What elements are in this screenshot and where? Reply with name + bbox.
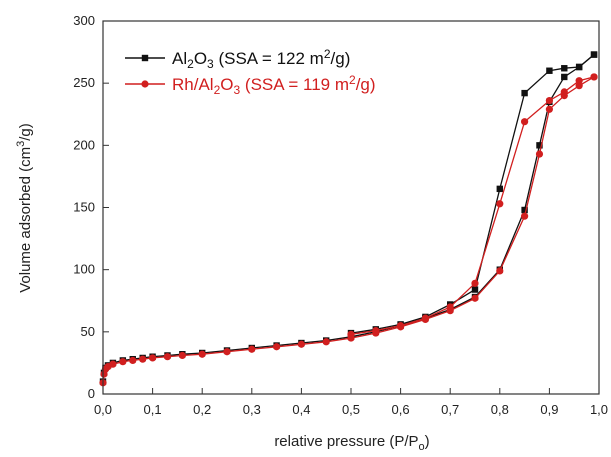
desorption-point xyxy=(590,51,598,58)
adsorption-point xyxy=(471,294,479,302)
legend-marker xyxy=(141,80,149,88)
adsorption-point xyxy=(545,105,554,113)
adsorption-point xyxy=(521,212,529,220)
adsorption-point xyxy=(139,355,147,363)
desorption-point xyxy=(421,314,429,322)
x-tick-label: 0,1 xyxy=(144,402,162,417)
adsorption-point xyxy=(223,348,231,356)
desorption-point xyxy=(545,96,554,105)
adsorption-point xyxy=(109,360,117,368)
legend-label: Al2O3 (SSA = 122 m2/g) xyxy=(172,47,350,71)
y-tick-label: 200 xyxy=(73,137,95,152)
desorption-point xyxy=(397,322,405,330)
adsorption-point xyxy=(273,343,281,351)
x-tick-label: 0,2 xyxy=(193,402,211,417)
adsorption-point xyxy=(496,267,504,275)
adsorption-point xyxy=(198,350,206,358)
adsorption-point xyxy=(149,354,157,362)
desorption-point xyxy=(471,286,479,293)
desorption-point xyxy=(575,63,583,71)
desorption-point xyxy=(446,303,454,311)
legend-marker xyxy=(141,54,149,62)
x-tick-label: 0,3 xyxy=(243,402,261,417)
adsorption-point xyxy=(129,356,137,365)
desorption-point xyxy=(496,200,504,208)
y-tick-label: 300 xyxy=(73,13,95,28)
adsorption-point xyxy=(535,150,544,158)
adsorption-point xyxy=(575,82,583,90)
y-axis-label: Volume adsorbed (cm3/g) xyxy=(15,123,34,293)
y-tick-label: 50 xyxy=(81,324,95,339)
desorption-point xyxy=(590,73,598,81)
x-tick-label: 1,0 xyxy=(590,402,608,417)
y-tick-label: 0 xyxy=(88,386,95,401)
legend-entry: Al2O3 (SSA = 122 m2/g) xyxy=(125,47,350,71)
desorption-point xyxy=(575,77,583,85)
desorption-point xyxy=(471,279,479,287)
y-tick-label: 250 xyxy=(73,75,95,90)
adsorption-point xyxy=(119,358,127,366)
adsorption-point xyxy=(536,142,543,149)
adsorption-point xyxy=(163,353,172,361)
desorption-point xyxy=(560,88,568,96)
desorption-point xyxy=(561,65,568,72)
x-tick-label: 0,5 xyxy=(342,402,360,417)
x-axis-label: relative pressure (P/Po) xyxy=(274,433,429,453)
x-tick-label: 0,8 xyxy=(491,402,509,417)
y-axis-ticks: 0 50 100 150 200 250 300 xyxy=(73,13,109,401)
x-tick-label: 0,6 xyxy=(392,402,410,417)
adsorption-point xyxy=(248,345,256,353)
legend-label: Rh/Al2O3 (SSA = 119 m2/g) xyxy=(172,73,376,97)
desorption-point xyxy=(347,330,355,338)
adsorption-point xyxy=(322,338,330,346)
desorption-point xyxy=(496,185,503,193)
legend-entry: Rh/Al2O3 (SSA = 119 m2/g) xyxy=(125,73,376,97)
y-axis-label-superscript: 3 xyxy=(15,141,27,147)
adsorption-point xyxy=(561,73,568,81)
x-axis-ticks: 0,0 0,1 0,2 0,3 0,4 0,5 0,6 0,7 0,8 0,9 1,0 xyxy=(94,388,608,417)
desorption-point xyxy=(372,326,380,335)
desorption-point xyxy=(546,67,553,74)
legend: Al2O3 (SSA = 122 m2/g)Rh/Al2O3 (SSA = 11… xyxy=(125,47,376,97)
y-tick-label: 150 xyxy=(73,200,95,215)
x-tick-label: 0,0 xyxy=(94,402,112,417)
x-tick-label: 0,9 xyxy=(540,402,558,417)
adsorption-point xyxy=(178,351,186,360)
series-layer xyxy=(99,51,598,387)
series-2 xyxy=(99,73,598,387)
x-axis-label-subscript: o xyxy=(419,441,425,453)
desorption-point xyxy=(521,89,528,97)
x-tick-label: 0,4 xyxy=(292,402,310,417)
y-tick-label: 100 xyxy=(73,262,95,277)
adsorption-point xyxy=(297,340,305,348)
adsorption-point xyxy=(521,206,528,214)
x-tick-label: 0,7 xyxy=(441,402,459,417)
desorption-point xyxy=(521,118,529,126)
